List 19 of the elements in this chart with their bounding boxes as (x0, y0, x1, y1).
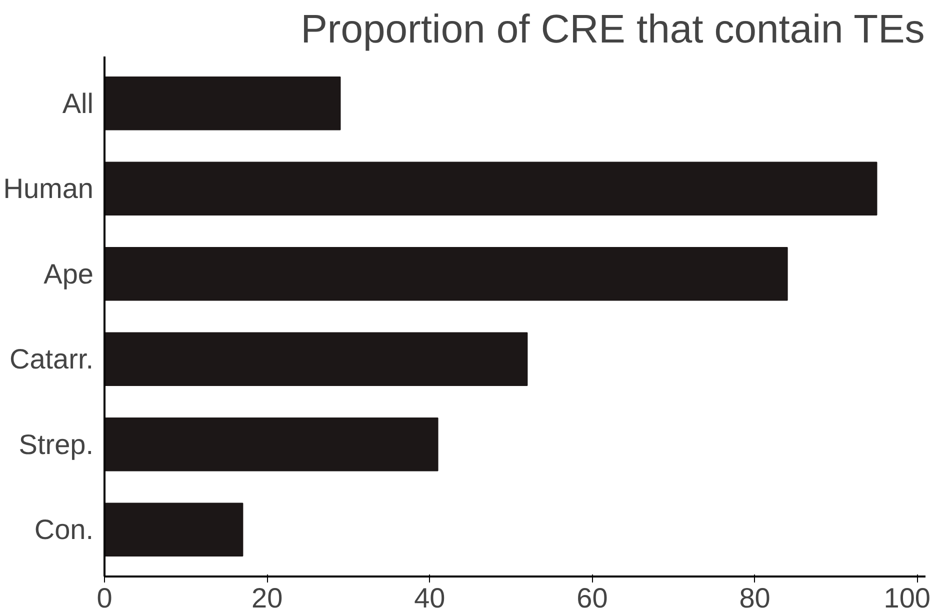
y-tick-label: Catarr. (9, 344, 94, 375)
x-tick-label: 0 (96, 582, 112, 614)
bar (104, 246, 788, 301)
bar (104, 417, 438, 472)
y-tick-label: All (62, 88, 94, 119)
y-tick-label: Human (3, 173, 94, 204)
x-tick-label: 80 (739, 582, 770, 614)
x-tick-label: 60 (576, 582, 608, 614)
y-tick-label: Strep. (18, 428, 94, 460)
bar (104, 502, 244, 557)
y-tick-label: Ape (44, 258, 94, 290)
y-tick-label: Con. (34, 514, 94, 546)
bar (104, 332, 528, 386)
x-tick-label: 40 (414, 582, 446, 614)
bar (104, 162, 878, 216)
x-tick-label: 100 (884, 582, 930, 614)
bar (104, 76, 341, 130)
x-tick-label: 20 (252, 582, 283, 614)
chart-title: Proportion of CRE that contain TEs (300, 8, 925, 52)
